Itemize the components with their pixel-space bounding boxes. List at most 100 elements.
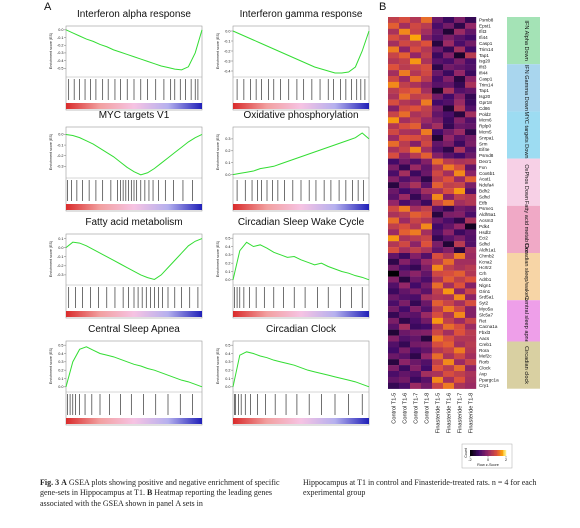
heatmap-cell <box>399 52 411 59</box>
gene-label: Trim14 <box>479 82 494 87</box>
heatmap-cell <box>399 170 411 177</box>
heatmap-cell <box>465 34 477 41</box>
heatmap-cell <box>432 70 444 77</box>
heatmap-cell <box>432 371 444 378</box>
heatmap-cell <box>443 335 455 342</box>
color-key: -2 0 2 Row z-Score Count <box>461 443 513 469</box>
gene-label: Srd5a1 <box>479 295 494 300</box>
heatmap-cell <box>443 365 455 372</box>
heatmap-cell <box>399 111 411 118</box>
heatmap-cell <box>443 17 455 24</box>
heatmap-cell <box>388 270 400 277</box>
heatmap-cell <box>410 182 422 189</box>
heatmap-cell <box>410 87 422 94</box>
heatmap-cell <box>421 335 433 342</box>
heatmap-cell <box>443 253 455 260</box>
heatmap-cell <box>410 306 422 313</box>
y-tick-label: 0.0 <box>58 385 63 389</box>
column-label: Control T1-7 <box>414 393 420 424</box>
heatmap-cell <box>465 264 477 271</box>
heatmap-cell <box>454 117 466 124</box>
heatmap-cell <box>454 46 466 53</box>
heatmap-cell <box>399 146 411 153</box>
key-swatch <box>479 450 481 456</box>
heatmap-cell <box>443 70 455 77</box>
y-tick-label: 0.5 <box>58 343 63 347</box>
heatmap-cell <box>432 17 444 24</box>
heatmap-cell <box>432 99 444 106</box>
heatmap-cell <box>432 294 444 301</box>
heatmap-cell <box>388 93 400 100</box>
column-label: Control T1-6 <box>403 393 409 424</box>
heatmap-cell <box>410 64 422 71</box>
heatmap-cell <box>432 323 444 330</box>
heatmap-cell <box>399 276 411 283</box>
heatmap-cell <box>388 81 400 88</box>
heatmap-cell <box>410 312 422 319</box>
heatmap-cell <box>410 52 422 59</box>
gene-label: Ifit3 <box>479 65 487 70</box>
heatmap-cell <box>454 335 466 342</box>
heatmap-cell <box>388 40 400 47</box>
heatmap-cell <box>421 382 433 389</box>
heatmap-cell <box>465 276 477 283</box>
es-curve <box>232 30 370 74</box>
heatmap-cell <box>388 188 400 195</box>
heatmap-cell <box>454 123 466 130</box>
heatmap-cell <box>432 288 444 295</box>
caption-label: Fig. 3 <box>40 478 60 487</box>
heatmap-cell <box>465 28 477 35</box>
heatmap-cell <box>454 70 466 77</box>
heatmap-cell <box>432 176 444 183</box>
panel-letter: B <box>379 1 386 13</box>
heatmap-cell <box>399 365 411 372</box>
heatmap-cell <box>410 188 422 195</box>
group-label: IFN Gamma Down <box>523 65 529 111</box>
gsea-plot: Interferon gamma response 0.0 -0.1 -0.2 -0.3… <box>216 9 370 111</box>
heatmap-cell <box>388 64 400 71</box>
heatmap-cell <box>443 258 455 265</box>
heatmap-cell <box>443 241 455 248</box>
heatmap-cell <box>432 194 444 201</box>
es-curve <box>65 346 203 388</box>
heatmap-cell <box>399 371 411 378</box>
heatmap-cell <box>432 22 444 29</box>
heatmap-cell <box>454 223 466 230</box>
heatmap-cell <box>443 194 455 201</box>
heatmap-cell <box>388 105 400 112</box>
gene-label: Decr1 <box>479 159 492 164</box>
heatmap-cell <box>432 188 444 195</box>
heatmap-cell <box>388 317 400 324</box>
heatmap-cell <box>388 176 400 183</box>
heatmap-cell <box>410 111 422 118</box>
heatmap-cell <box>388 52 400 59</box>
heatmap-cell <box>443 264 455 271</box>
heatmap-cell <box>410 170 422 177</box>
gene-label: Epst1 <box>479 23 491 28</box>
gene-label: Pold2 <box>479 112 491 117</box>
gsea-plot: Oxidative phosphorylation 0.0 0.1 0.2 0.3 Enr… <box>216 110 370 212</box>
heatmap-cell <box>421 347 433 354</box>
heatmap-cell <box>410 241 422 248</box>
caption-text: Heatmap reporting the leading genes asso… <box>40 488 273 508</box>
plot-frame <box>232 340 370 426</box>
heatmap-cell <box>432 353 444 360</box>
rank-gradient <box>66 311 202 317</box>
gsea-plot: Interferon alpha response 0.0 -0.1 -0.2 -0.3… <box>49 9 203 111</box>
column-label: Finasteride T1-6 <box>447 393 453 434</box>
plot-frame <box>65 340 203 426</box>
heatmap-cell <box>443 64 455 71</box>
column-label: Control T1-8 <box>425 393 431 424</box>
heatmap-cell <box>465 70 477 77</box>
heatmap-cell <box>421 258 433 265</box>
heatmap-cell <box>388 229 400 236</box>
heatmap-cell <box>399 135 411 142</box>
heatmap-cell <box>432 235 444 242</box>
heatmap-cell <box>443 329 455 336</box>
gene-label: Pdk4 <box>479 224 490 229</box>
heatmap-cell <box>443 158 455 165</box>
heatmap-cell <box>432 229 444 236</box>
heatmap-cell <box>388 329 400 336</box>
heatmap-cell <box>388 152 400 159</box>
heatmap-cell <box>465 217 477 224</box>
